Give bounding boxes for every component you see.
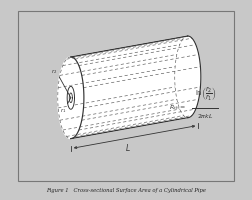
Text: $2\pi kL$: $2\pi kL$ (197, 112, 214, 120)
Text: $r_2$: $r_2$ (51, 67, 57, 76)
Polygon shape (67, 86, 75, 109)
Text: $R_{th}=$: $R_{th}=$ (169, 103, 185, 112)
Polygon shape (58, 57, 84, 139)
Text: $\ln\!\left(\dfrac{r_2}{r_1}\right)$: $\ln\!\left(\dfrac{r_2}{r_1}\right)$ (195, 84, 216, 103)
Text: Figure 1   Cross-sectional Surface Area of a Cylindrical Pipe: Figure 1 Cross-sectional Surface Area of… (46, 188, 206, 193)
Polygon shape (71, 36, 201, 139)
Text: $L$: $L$ (125, 142, 131, 153)
Text: $r_1$: $r_1$ (60, 106, 67, 115)
